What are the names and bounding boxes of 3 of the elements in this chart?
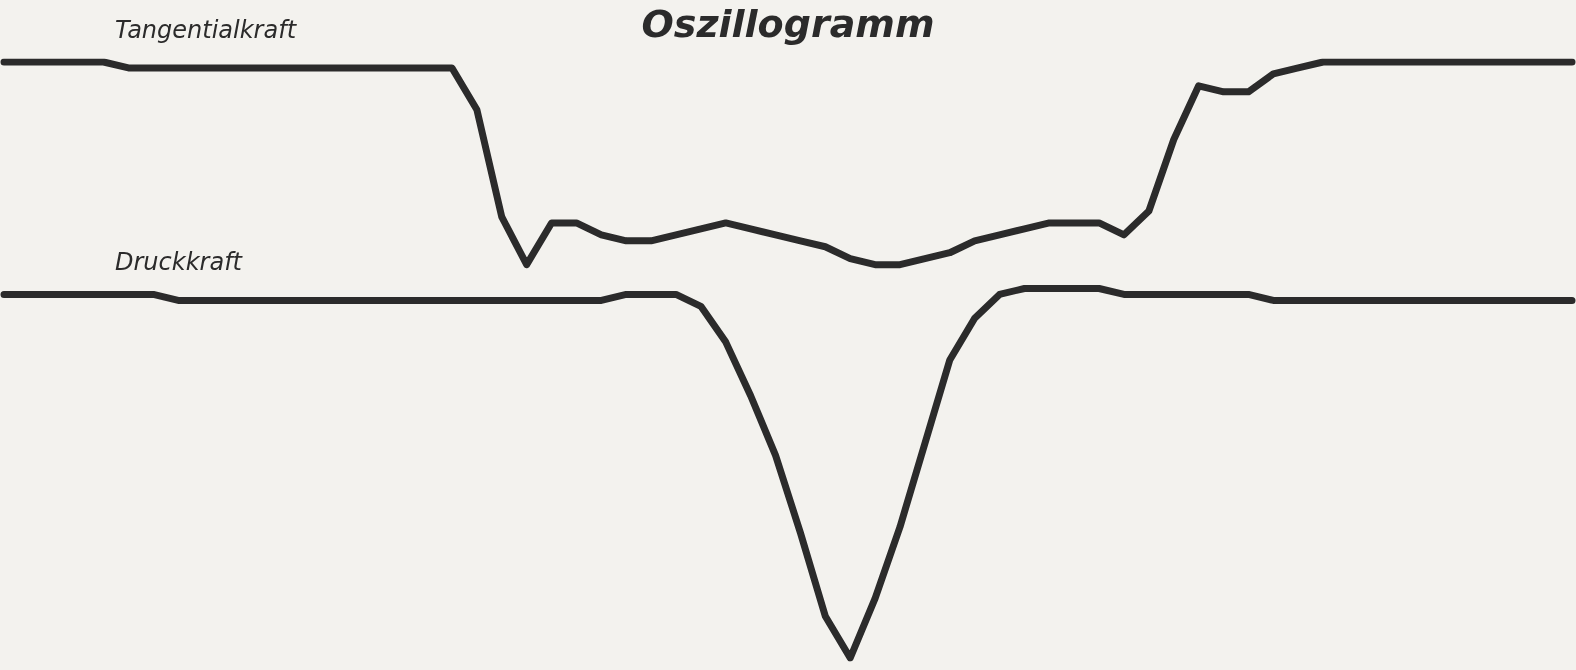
- series-label: Druckkraft: [115, 248, 244, 277]
- chart-title: Oszillogramm: [641, 2, 935, 46]
- series-label: Tangentialkraft: [115, 16, 298, 44]
